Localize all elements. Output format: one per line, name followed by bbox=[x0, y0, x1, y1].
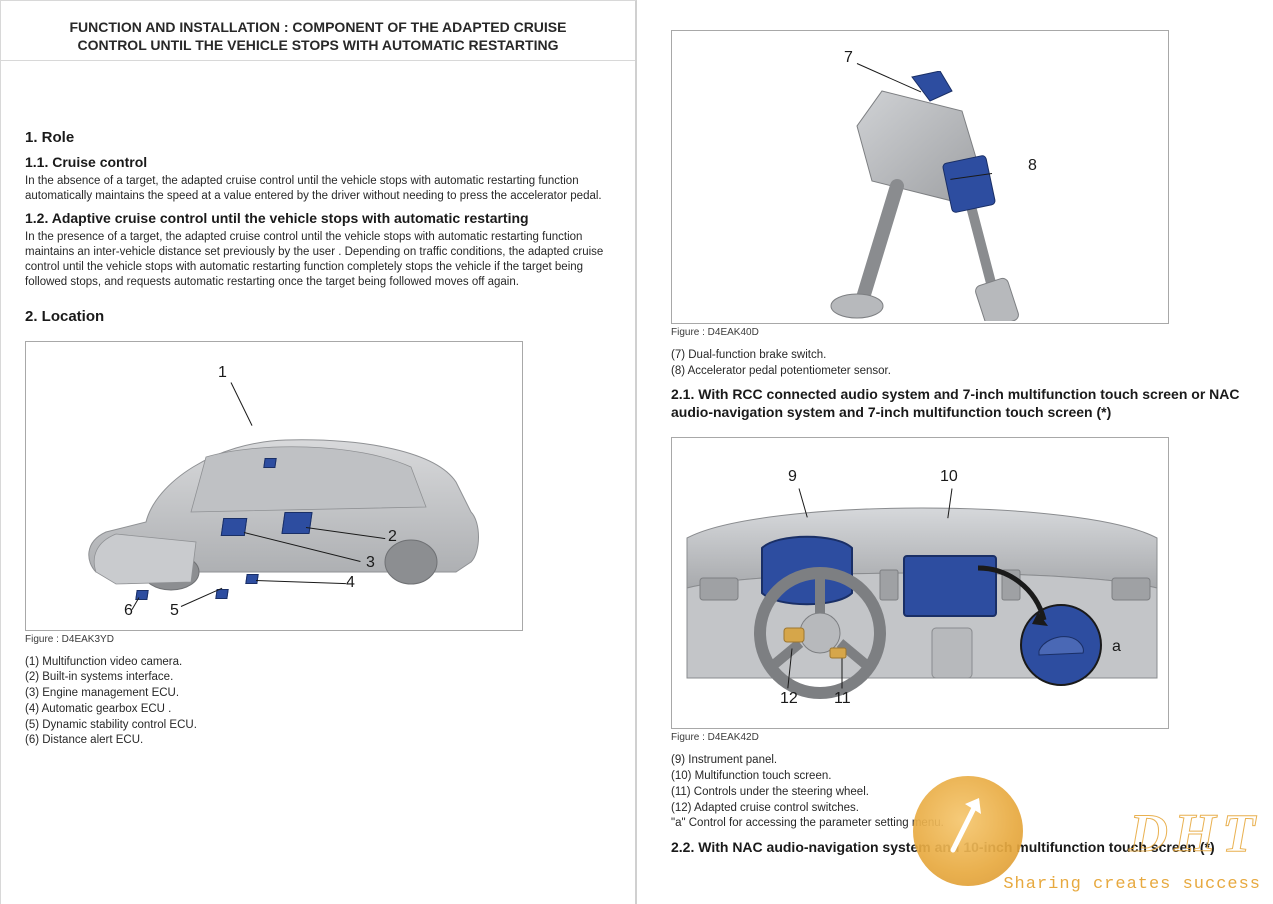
page-wrap: FUNCTION AND INSTALLATION : COMPONENT OF… bbox=[0, 0, 1273, 904]
fig1-caption: Figure : D4EAK3YD bbox=[25, 634, 611, 645]
fig1-label-1: 1 bbox=[218, 364, 227, 382]
vehicle-illustration bbox=[76, 412, 486, 602]
fig3-label-a: a bbox=[1112, 638, 1121, 656]
para-adaptive-cc: In the presence of a target, the adapted… bbox=[25, 230, 611, 290]
figure-dashboard: 9 10 11 12 a bbox=[671, 437, 1169, 729]
fig1-label-3: 3 bbox=[366, 554, 375, 572]
fig2-label-7: 7 bbox=[844, 49, 853, 67]
watermark-tagline: Sharing creates success bbox=[1003, 875, 1261, 894]
fig1-label-4: 4 bbox=[346, 574, 355, 592]
detail-arrow bbox=[968, 558, 1068, 658]
fig1-legend: (1) Multifunction video camera. (2) Buil… bbox=[25, 655, 611, 748]
left-column: FUNCTION AND INSTALLATION : COMPONENT OF… bbox=[0, 0, 637, 904]
legend-8: (8) Accelerator pedal potentiometer sens… bbox=[671, 364, 1257, 379]
right-column: 7 8 Figure : D4EAK40D (7) Dual-function … bbox=[637, 0, 1273, 904]
heading-21: 2.1. With RCC connected audio system and… bbox=[671, 386, 1257, 421]
legend-6: (6) Distance alert ECU. bbox=[25, 733, 611, 748]
pedal-illustration bbox=[802, 71, 1052, 321]
fig3-label-12: 12 bbox=[780, 690, 798, 708]
dashboard-illustration bbox=[682, 478, 1162, 718]
fig1-label-2: 2 bbox=[388, 528, 397, 546]
legend-2: (2) Built-in systems interface. bbox=[25, 670, 611, 685]
component-bsi bbox=[281, 512, 312, 534]
legend-9: (9) Instrument panel. bbox=[671, 753, 1257, 768]
heading-cruise-control: 1.1. Cruise control bbox=[25, 154, 611, 170]
figure-pedals: 7 8 bbox=[671, 30, 1169, 324]
component-camera bbox=[263, 458, 276, 468]
doc-title-box: FUNCTION AND INSTALLATION : COMPONENT OF… bbox=[1, 11, 635, 61]
watermark-text: DHT bbox=[1129, 802, 1261, 864]
fig2-caption: Figure : D4EAK40D bbox=[671, 327, 1257, 338]
legend-3: (3) Engine management ECU. bbox=[25, 686, 611, 701]
fig2-label-8: 8 bbox=[1028, 157, 1037, 175]
para-cruise-control: In the absence of a target, the adapted … bbox=[25, 174, 611, 204]
figure-vehicle: 1 2 3 4 5 6 bbox=[25, 341, 523, 631]
fig1-label-6: 6 bbox=[124, 602, 133, 620]
legend-1: (1) Multifunction video camera. bbox=[25, 655, 611, 670]
legend-4: (4) Automatic gearbox ECU . bbox=[25, 702, 611, 717]
legend-5: (5) Dynamic stability control ECU. bbox=[25, 718, 611, 733]
fig3-caption: Figure : D4EAK42D bbox=[671, 732, 1257, 743]
heading-location: 2. Location bbox=[25, 308, 611, 325]
watermark-arrow-icon bbox=[935, 790, 995, 860]
legend-7: (7) Dual-function brake switch. bbox=[671, 348, 1257, 363]
leader-11 bbox=[842, 659, 843, 689]
fig1-label-5: 5 bbox=[170, 602, 179, 620]
doc-title: FUNCTION AND INSTALLATION : COMPONENT OF… bbox=[5, 19, 631, 54]
component-gearbox-ecu bbox=[245, 574, 258, 584]
fig3-label-11: 11 bbox=[834, 690, 851, 708]
heading-adaptive-cc: 1.2. Adaptive cruise control until the v… bbox=[25, 210, 611, 226]
heading-role: 1. Role bbox=[25, 129, 611, 146]
fig2-legend: (7) Dual-function brake switch. (8) Acce… bbox=[671, 348, 1257, 378]
fig3-label-9: 9 bbox=[788, 468, 797, 486]
fig3-label-10: 10 bbox=[940, 468, 958, 486]
